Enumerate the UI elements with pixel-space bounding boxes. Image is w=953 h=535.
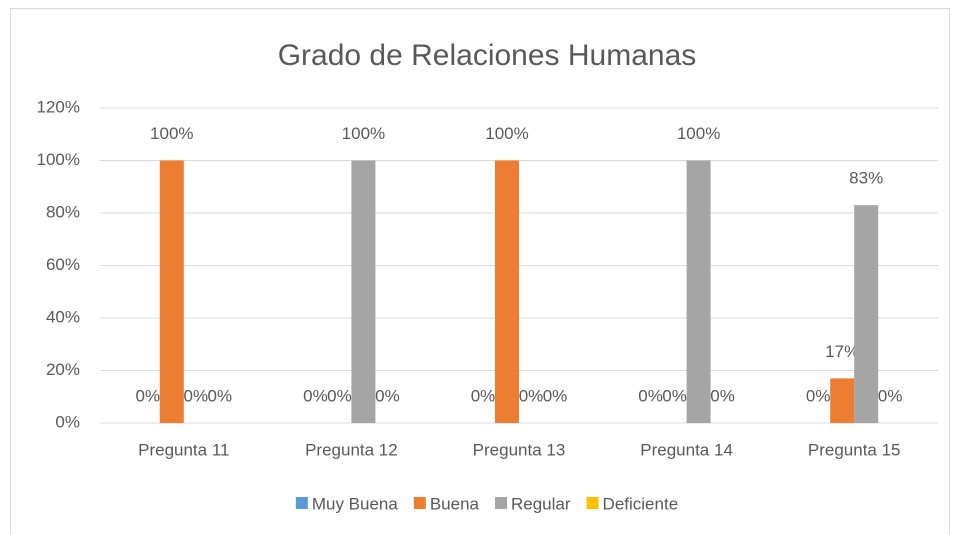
legend-swatch [295, 497, 308, 509]
bar [686, 160, 711, 423]
bar [351, 160, 376, 423]
x-tick-label: Pregunta 11 [138, 440, 229, 459]
data-label: 100% [485, 124, 528, 143]
data-label: 0% [806, 386, 831, 405]
data-label: 0% [878, 386, 903, 405]
bar [854, 205, 879, 423]
legend-label: Regular [511, 494, 571, 513]
legend-swatch [413, 497, 426, 509]
legend-swatch [495, 497, 508, 509]
data-label: 0% [136, 386, 161, 405]
data-label: 0% [327, 386, 352, 405]
data-label: 0% [303, 386, 328, 405]
data-label: 0% [375, 386, 400, 405]
x-tick-label: Pregunta 12 [305, 440, 398, 459]
data-label: 0% [543, 386, 568, 405]
data-label: 0% [471, 386, 496, 405]
data-label: 0% [519, 386, 544, 405]
x-tick-label: Pregunta 15 [808, 440, 901, 459]
data-label: 0% [184, 386, 209, 405]
y-tick-label: 0% [55, 412, 80, 431]
data-label: 100% [150, 124, 193, 143]
data-label: 17% [825, 342, 859, 361]
data-label: 0% [710, 386, 735, 405]
bar [830, 378, 855, 423]
y-tick-label: 60% [46, 255, 80, 274]
y-tick-label: 20% [46, 360, 80, 379]
data-label: 0% [662, 386, 687, 405]
y-tick-label: 40% [46, 307, 80, 326]
legend-label: Deficiente [603, 494, 679, 513]
y-tick-label: 80% [46, 202, 80, 221]
y-tick-label: 120% [37, 97, 80, 116]
data-label: 0% [208, 386, 233, 405]
chart-title: Grado de Relaciones Humanas [278, 39, 697, 72]
bar [495, 160, 519, 423]
bar [159, 160, 184, 423]
y-tick-label: 100% [37, 150, 80, 169]
legend-swatch [586, 497, 599, 509]
data-label: 100% [342, 124, 385, 143]
data-label: 83% [849, 169, 883, 188]
legend-label: Muy Buena [312, 494, 399, 513]
x-tick-label: Pregunta 13 [473, 440, 566, 459]
legend-label: Buena [430, 494, 480, 513]
data-label: 0% [638, 386, 663, 405]
x-tick-label: Pregunta 14 [640, 440, 733, 459]
data-label: 100% [677, 124, 720, 143]
